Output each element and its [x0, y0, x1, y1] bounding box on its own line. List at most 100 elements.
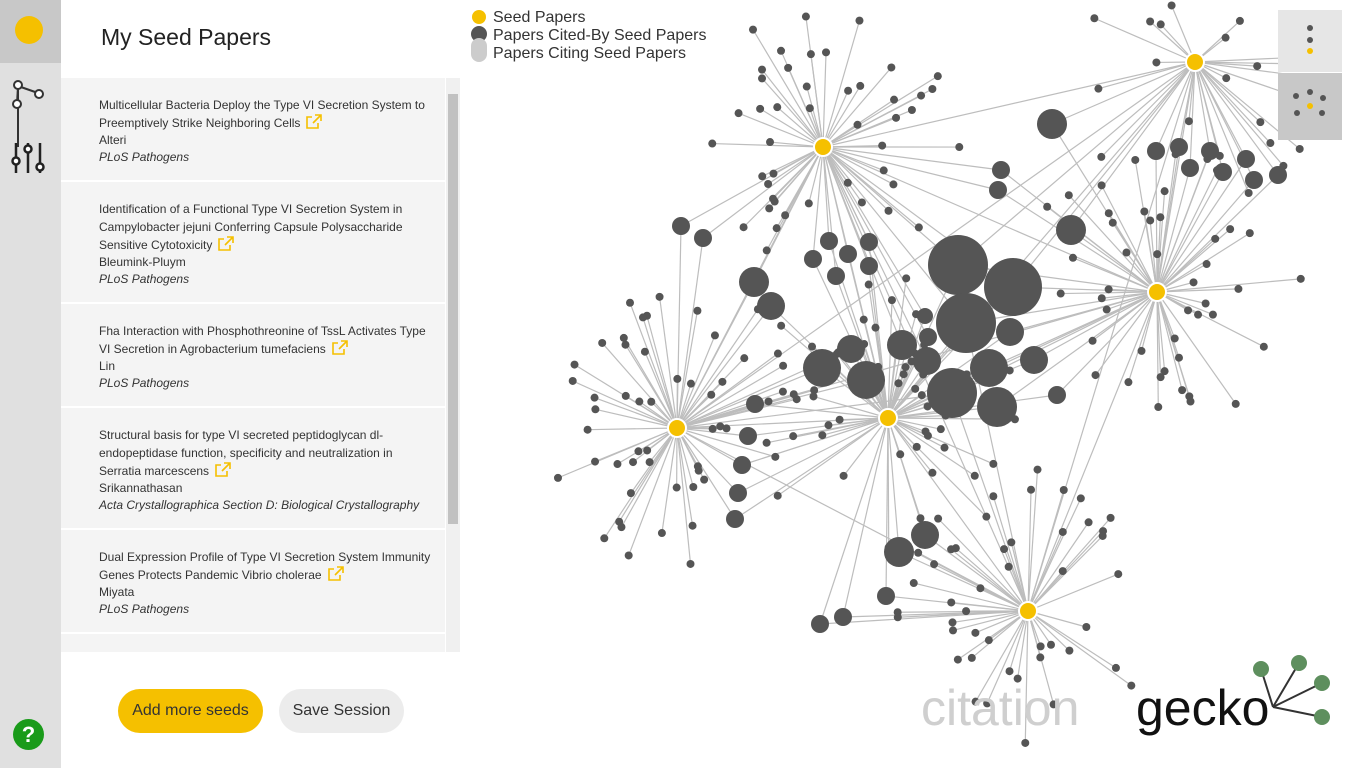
- leaf-node: [553, 473, 562, 482]
- paper-item: Dual Expression Profile of Type VI Secre…: [61, 530, 445, 634]
- paper-title: Multicellular Bacteria Deploy the Type V…: [99, 96, 431, 132]
- scroll-thumb[interactable]: [448, 94, 458, 524]
- leaf-node: [1097, 294, 1106, 303]
- paper-title-text: Dual Expression Profile of Type VI Secre…: [99, 550, 431, 582]
- leaf-node: [1007, 538, 1016, 547]
- leaf-node: [1127, 681, 1136, 690]
- leaf-node: [984, 636, 993, 645]
- leaf-node: [962, 607, 971, 616]
- legend-label: Papers Cited-By Seed Papers: [493, 27, 706, 44]
- leaf-node: [894, 379, 903, 388]
- leaf-node: [801, 12, 810, 21]
- edge: [676, 308, 759, 429]
- nav-icons[interactable]: [0, 63, 61, 183]
- leaf-node: [764, 179, 773, 188]
- leaf-node: [773, 349, 782, 358]
- leaf-node: [1222, 74, 1231, 83]
- leaf-node: [784, 63, 793, 72]
- leaf-node: [976, 584, 985, 593]
- leaf-node: [1104, 285, 1113, 294]
- sidebar: ?: [0, 0, 61, 768]
- leaf-node: [1245, 229, 1254, 238]
- leaf-node: [917, 91, 926, 100]
- leaf-node: [638, 313, 647, 322]
- leaf-node: [1160, 187, 1169, 196]
- seed-icon: [15, 16, 43, 44]
- edge: [1156, 278, 1301, 293]
- paper-journal: PLoS Pathogens: [99, 272, 190, 286]
- legend-label: Seed Papers: [493, 9, 586, 26]
- edge: [1033, 291, 1158, 361]
- edge: [1149, 220, 1158, 293]
- edge: [1194, 61, 1279, 176]
- edge: [1127, 291, 1158, 383]
- external-link[interactable]: [327, 566, 344, 581]
- edge: [754, 403, 889, 419]
- paper-title: Fha Interaction with Phosphothreonine of…: [99, 322, 431, 358]
- edge: [1156, 158, 1247, 293]
- cited-node: [887, 330, 917, 360]
- external-link[interactable]: [306, 114, 323, 129]
- help-button[interactable]: ?: [13, 719, 44, 750]
- edge: [759, 108, 824, 148]
- edge: [806, 86, 824, 148]
- edge: [868, 265, 889, 419]
- edge: [572, 380, 678, 429]
- external-link[interactable]: [331, 340, 348, 355]
- seed-edge: [1156, 61, 1196, 293]
- edge: [595, 408, 678, 429]
- edge: [887, 417, 933, 474]
- edge: [676, 310, 699, 429]
- save-session-button[interactable]: Save Session: [279, 689, 404, 733]
- edge: [1156, 291, 1183, 391]
- leaf-node: [770, 197, 779, 206]
- leaf-node: [1256, 118, 1265, 127]
- leaf-node: [1084, 518, 1093, 527]
- edge: [822, 146, 889, 212]
- zoom-dot: [1307, 25, 1313, 31]
- leaf-node: [621, 340, 630, 349]
- leaf-node: [914, 548, 923, 557]
- cited-node: [820, 232, 838, 250]
- paper-list: Multicellular Bacteria Deploy the Type V…: [61, 78, 445, 652]
- edge: [822, 146, 926, 317]
- leaf-node: [1152, 58, 1161, 67]
- edge: [737, 417, 889, 494]
- seed-tab[interactable]: [0, 0, 61, 63]
- leaf-node: [911, 384, 920, 393]
- logo-dot: [1314, 675, 1330, 691]
- edge: [822, 67, 892, 148]
- add-seeds-button[interactable]: Add more seeds: [118, 689, 263, 733]
- leaf-node: [1000, 545, 1009, 554]
- leaf-node: [655, 292, 664, 301]
- leaf-node: [1111, 663, 1120, 672]
- leaf-node: [989, 492, 998, 501]
- leaf-node: [748, 25, 757, 34]
- leaf-node: [621, 391, 630, 400]
- scrollbar[interactable]: [446, 78, 460, 652]
- leaf-node: [1137, 346, 1146, 355]
- zoom-dot: [1307, 37, 1313, 43]
- edge: [813, 395, 889, 419]
- leaf-node: [570, 360, 579, 369]
- edge: [642, 317, 678, 429]
- edge: [661, 427, 678, 534]
- cited-node: [733, 456, 751, 474]
- leaf-node: [708, 139, 717, 148]
- cited-node: [1245, 171, 1263, 189]
- logo-dot: [1314, 709, 1330, 725]
- leaf-node: [936, 425, 945, 434]
- edge: [1155, 150, 1158, 293]
- leaf-node: [1160, 367, 1169, 376]
- leaf-node: [1049, 700, 1058, 709]
- leaf-node: [693, 306, 702, 315]
- leaf-node: [1153, 250, 1162, 259]
- leaf-node: [1131, 155, 1140, 164]
- external-link[interactable]: [215, 462, 231, 477]
- paper-author: Miyata: [99, 585, 135, 599]
- paper-author: Srikannathasan: [99, 481, 183, 495]
- edge: [1194, 61, 1261, 123]
- leaf-node: [1156, 20, 1165, 29]
- leaf-node: [953, 655, 962, 664]
- external-link[interactable]: [218, 236, 235, 251]
